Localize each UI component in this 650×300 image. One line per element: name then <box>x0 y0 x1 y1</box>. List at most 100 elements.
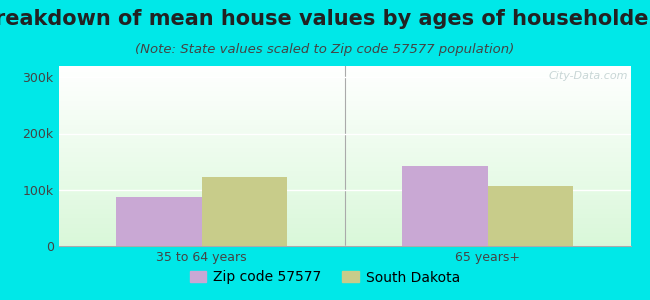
Bar <box>58 145 650 146</box>
Bar <box>58 161 650 162</box>
Bar <box>58 99 650 100</box>
Bar <box>58 73 650 74</box>
Bar <box>58 223 650 224</box>
Bar <box>58 192 650 193</box>
Bar <box>58 207 650 208</box>
Bar <box>58 77 650 78</box>
Bar <box>58 69 650 70</box>
Bar <box>58 167 650 168</box>
Bar <box>58 111 650 112</box>
Bar <box>58 123 650 124</box>
Bar <box>58 91 650 92</box>
Bar <box>58 239 650 240</box>
Bar <box>58 112 650 113</box>
Bar <box>58 89 650 90</box>
Bar <box>58 242 650 243</box>
Bar <box>58 173 650 174</box>
Bar <box>58 227 650 228</box>
Bar <box>58 160 650 161</box>
Bar <box>202 177 287 246</box>
Bar <box>58 121 650 122</box>
Bar <box>58 244 650 245</box>
Bar <box>58 229 650 230</box>
Bar <box>58 225 650 226</box>
Bar <box>58 106 650 107</box>
Bar <box>58 196 650 197</box>
Bar <box>58 188 650 189</box>
Bar <box>58 82 650 83</box>
Bar <box>58 183 650 184</box>
Bar <box>58 67 650 68</box>
Bar <box>58 124 650 125</box>
Bar <box>58 174 650 175</box>
Bar <box>58 142 650 143</box>
Bar <box>58 88 650 89</box>
Bar <box>58 241 650 242</box>
Bar <box>488 186 573 246</box>
Bar <box>58 83 650 84</box>
Bar <box>58 132 650 133</box>
Bar <box>58 138 650 139</box>
Bar <box>58 140 650 141</box>
Bar <box>58 150 650 151</box>
Bar <box>58 208 650 209</box>
Bar <box>58 210 650 211</box>
Bar <box>58 109 650 110</box>
Bar <box>58 107 650 108</box>
Bar <box>58 155 650 156</box>
Bar <box>58 81 650 82</box>
Bar <box>58 240 650 241</box>
Bar <box>58 224 650 225</box>
Bar <box>58 171 650 172</box>
Bar <box>58 228 650 229</box>
Bar <box>58 118 650 119</box>
Bar <box>58 92 650 93</box>
Bar <box>58 194 650 195</box>
Bar <box>58 129 650 130</box>
Bar <box>58 199 650 200</box>
Bar <box>58 101 650 102</box>
Bar <box>58 68 650 69</box>
Bar <box>58 66 650 67</box>
Bar <box>58 86 650 87</box>
Bar <box>58 197 650 198</box>
Bar <box>58 75 650 76</box>
Bar <box>58 139 650 140</box>
Bar <box>58 160 650 161</box>
Bar <box>58 163 650 164</box>
Bar <box>58 182 650 183</box>
Bar <box>58 131 650 132</box>
Bar <box>58 100 650 101</box>
Bar <box>58 143 650 144</box>
Bar <box>58 74 650 75</box>
Bar <box>58 122 650 123</box>
Bar <box>58 148 650 149</box>
Bar <box>58 226 650 227</box>
Bar <box>58 147 650 148</box>
Bar <box>58 80 650 81</box>
Bar <box>58 105 650 106</box>
Bar <box>58 151 650 152</box>
Bar <box>58 236 650 237</box>
Bar <box>58 166 650 167</box>
Bar <box>58 193 650 194</box>
Bar <box>58 243 650 244</box>
Bar <box>58 127 650 128</box>
Bar <box>58 221 650 222</box>
Bar <box>58 187 650 188</box>
Bar <box>58 175 650 176</box>
Bar <box>58 144 650 145</box>
Bar <box>58 215 650 216</box>
Bar <box>58 201 650 202</box>
Bar <box>58 180 650 181</box>
Bar <box>58 179 650 180</box>
Bar <box>58 125 650 126</box>
Bar <box>116 197 202 246</box>
Text: Breakdown of mean house values by ages of householders: Breakdown of mean house values by ages o… <box>0 9 650 29</box>
Bar <box>58 108 650 109</box>
Bar <box>58 90 650 91</box>
Bar <box>58 78 650 79</box>
Bar <box>58 141 650 142</box>
Bar <box>58 164 650 165</box>
Bar <box>58 113 650 114</box>
